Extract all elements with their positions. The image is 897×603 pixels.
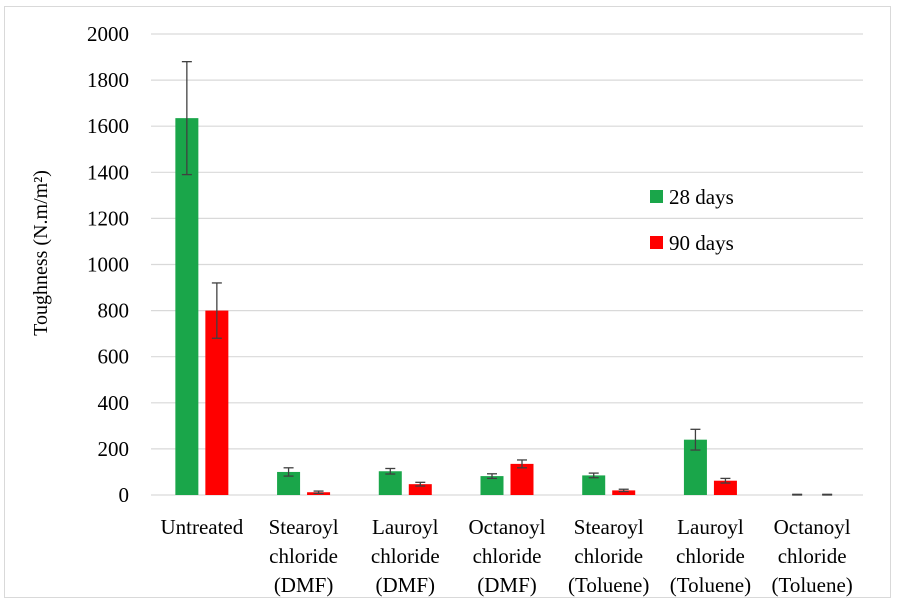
- y-tick-label: 1200: [87, 206, 129, 230]
- error-bar-28-days-5: [690, 428, 701, 451]
- x-category-label: Lauroyl chloride (DMF): [371, 515, 440, 597]
- error-bar-90-days-4: [618, 488, 629, 493]
- bar-28-days-1: [277, 471, 301, 495]
- y-tick-label: 1000: [87, 253, 129, 277]
- y-tick-label: 1800: [87, 68, 129, 92]
- x-category-label: Octanoyl chloride (Toluene): [771, 515, 852, 597]
- legend: 28 days 90 days: [650, 185, 734, 255]
- error-bar-28-days-2: [385, 467, 396, 475]
- error-bar-90-days-3: [517, 459, 527, 469]
- bar-90-days-5: [713, 480, 737, 495]
- y-tick-label: 0: [119, 483, 130, 507]
- bar-28-days-4: [582, 475, 606, 495]
- error-bar-90-days-2: [415, 481, 426, 487]
- y-tick-label: 400: [98, 391, 130, 415]
- chart-frame: 0 200 400 600 800 1000 1200 1400 1600 1800 2000 To…: [4, 6, 891, 598]
- y-tick-label: 1400: [87, 160, 129, 184]
- bar-90-days-3: [510, 463, 534, 495]
- error-bar-90-days-1: [313, 490, 324, 495]
- y-tick-label: 600: [98, 345, 130, 369]
- toughness-bar-chart: 0 200 400 600 800 1000 1200 1400 1600 1800 2000 To…: [30, 22, 863, 597]
- x-category-label: Untreated: [160, 515, 243, 539]
- error-bar-28-days-1: [283, 467, 294, 477]
- legend-swatch-90-days: [650, 236, 663, 249]
- bar-90-days-2: [408, 484, 432, 495]
- bar-28-days-5: [683, 439, 707, 495]
- legend-swatch-28-days: [650, 190, 663, 203]
- legend-label-28-days: 28 days: [669, 185, 734, 209]
- bar-90-days-4: [612, 490, 636, 495]
- error-bar-90-days-5: [720, 477, 731, 484]
- x-category-label: Stearoyl chloride (DMF): [269, 515, 339, 597]
- error-bar-90-days-6: [822, 493, 833, 496]
- y-tick-label: 800: [98, 299, 130, 323]
- bar-90-days-0: [205, 310, 229, 495]
- x-category-label: Octanoyl chloride (DMF): [469, 515, 546, 597]
- error-bars: [181, 61, 833, 496]
- y-tick-label: 1600: [87, 114, 129, 138]
- error-bar-28-days-3: [487, 473, 497, 480]
- error-bar-28-days-4: [588, 472, 599, 479]
- bars: [175, 118, 737, 495]
- error-bar-28-days-0: [181, 61, 192, 176]
- y-tick-label: 2000: [87, 22, 129, 46]
- legend-label-90-days: 90 days: [669, 231, 734, 255]
- y-axis-ticks: 0 200 400 600 800 1000 1200 1400 1600 1800 2000: [87, 22, 129, 507]
- x-axis-categories: Untreated Stearoyl chloride (DMF) Lauroyl chl…: [160, 515, 852, 597]
- error-bar-28-days-6: [792, 493, 803, 496]
- error-bar-90-days-0: [211, 282, 222, 339]
- bar-28-days-3: [480, 476, 504, 495]
- x-category-label: Stearoyl chloride (Toluene): [568, 515, 649, 597]
- gridlines: [151, 33, 863, 496]
- x-category-label: Lauroyl chloride (Toluene): [670, 515, 751, 597]
- y-tick-label: 200: [98, 437, 130, 461]
- bar-28-days-0: [175, 118, 199, 495]
- bar-28-days-2: [378, 471, 402, 495]
- y-axis-title: Toughness (N.m/m²): [30, 170, 52, 336]
